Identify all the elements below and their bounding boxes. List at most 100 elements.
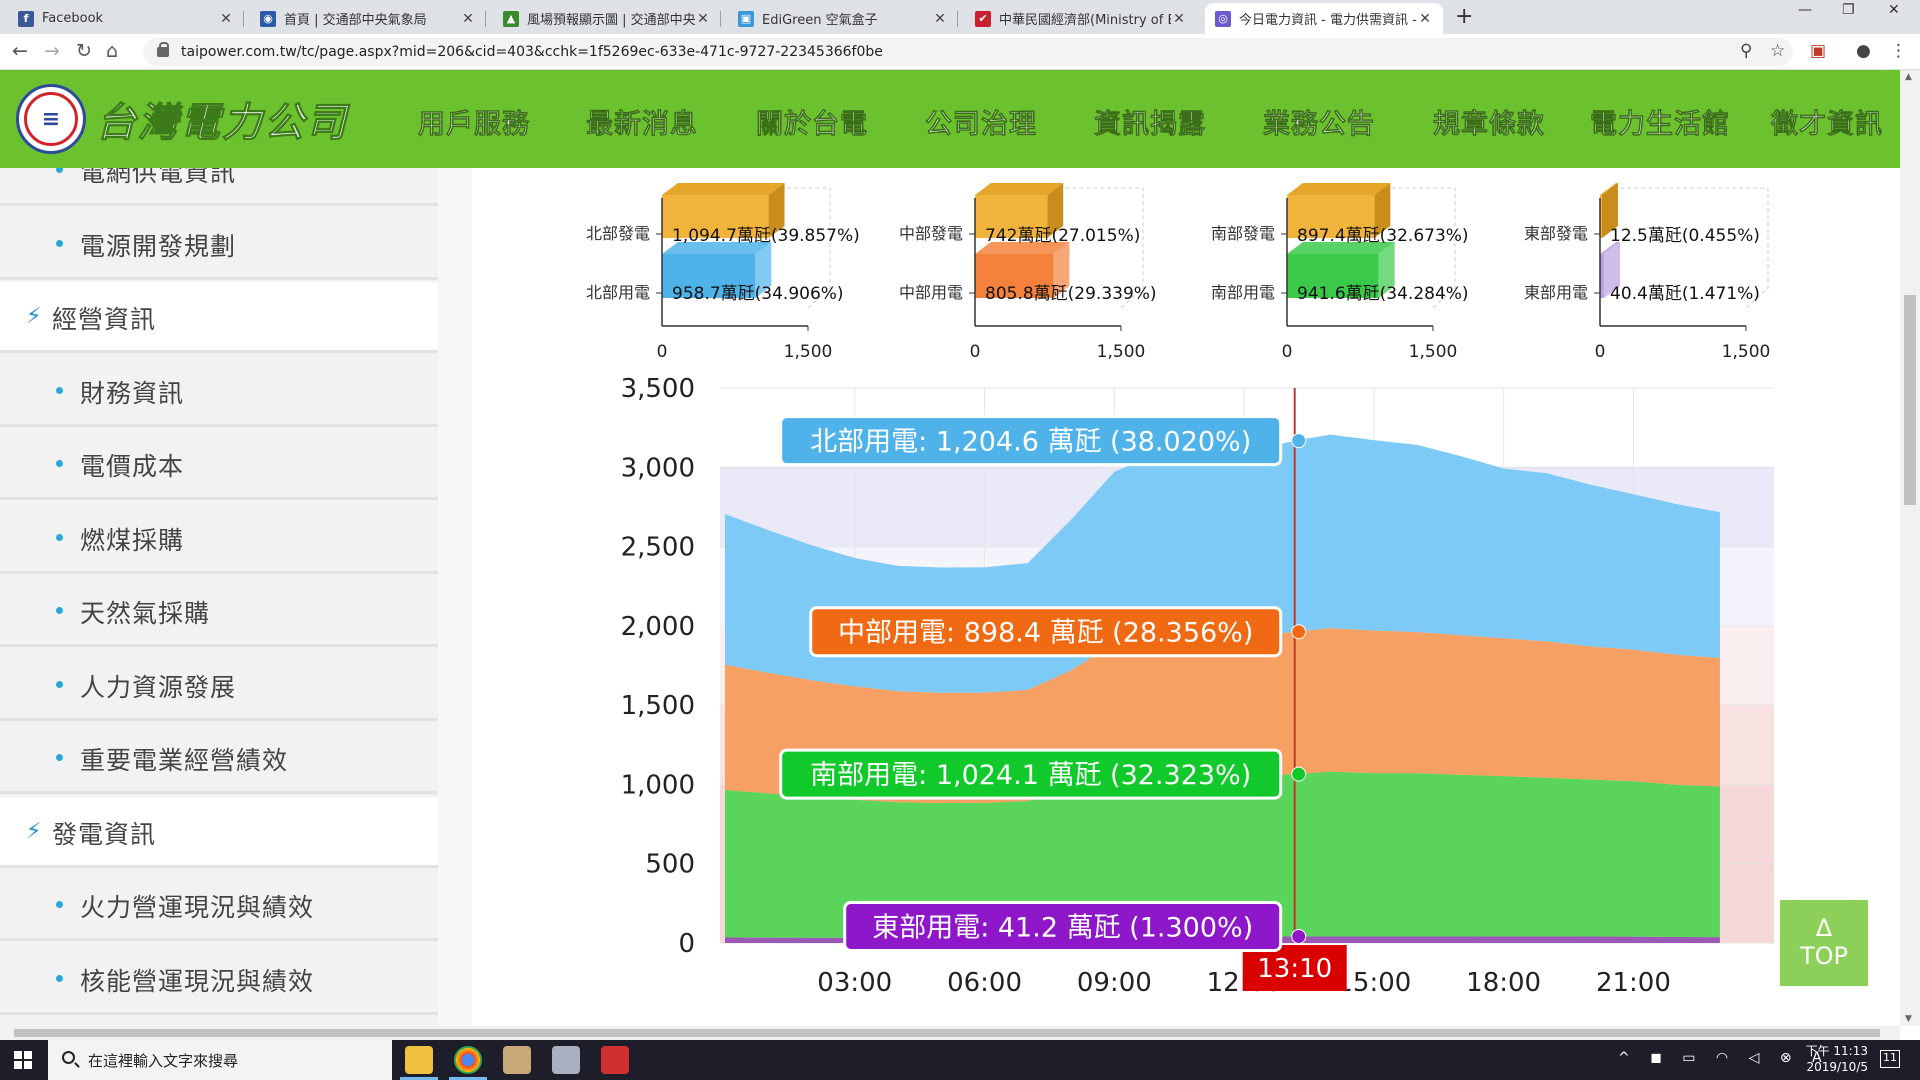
use-bar-side xyxy=(1603,242,1620,298)
use-bar-top xyxy=(1287,242,1395,254)
scroll-up-icon[interactable]: ▲ xyxy=(1905,72,1912,82)
minimize-icon[interactable]: — xyxy=(1798,2,1812,18)
app-icon-3[interactable] xyxy=(601,1046,629,1074)
sidebar-item[interactable]: 人力資源發展 xyxy=(0,649,438,721)
sidebar-item[interactable]: 核能營運現況與績效 xyxy=(0,943,438,1015)
zoom-icon[interactable]: ⚲ xyxy=(1740,41,1753,61)
menu-dots-icon[interactable]: ⋮ xyxy=(1890,41,1907,61)
sidebar-item[interactable]: 火力營運現況與績效 xyxy=(0,870,438,941)
back-to-top-button[interactable]: Δ TOP xyxy=(1780,900,1868,986)
sidebar-item[interactable]: 電源開發規劃 xyxy=(0,208,438,280)
tab-close-icon[interactable]: ✕ xyxy=(1173,10,1185,27)
vertical-scrollbar[interactable]: ▲ ▼ xyxy=(1900,70,1920,1026)
home-icon[interactable]: ⌂ xyxy=(106,40,119,62)
regional-tick-label: 1,500 xyxy=(784,342,833,362)
sidebar-item[interactable]: 天然氣採購 xyxy=(0,576,438,647)
tab-favicon-icon: ◎ xyxy=(1215,10,1231,27)
profile-icon[interactable]: ● xyxy=(1856,41,1871,61)
browser-tab[interactable]: ✔ 中華民國經濟部(Ministry of Eco✕ xyxy=(965,3,1197,34)
windows-start-icon[interactable] xyxy=(14,1051,32,1069)
y-tick-label: 500 xyxy=(645,850,695,880)
sidebar-category[interactable]: ⚡ 發電資訊 xyxy=(0,796,438,868)
regional-tick-label: 1,500 xyxy=(1722,342,1771,362)
browser-tab[interactable]: ▲ 風場預報顯示圖 | 交通部中央氣象✕ xyxy=(493,3,721,34)
browser-tab[interactable]: ◎ 今日電力資訊 - 電力供需資訊 - 台 ✕ xyxy=(1205,3,1443,34)
app-icon-1[interactable] xyxy=(503,1046,531,1074)
browser-tab[interactable]: f Facebook ✕ xyxy=(8,3,244,34)
file-explorer-icon[interactable] xyxy=(405,1046,433,1074)
clock[interactable]: 下午 11:13 2019/10/5 xyxy=(1788,1043,1868,1075)
notification-icon[interactable]: 11 xyxy=(1880,1050,1900,1068)
grid-line xyxy=(661,187,831,309)
new-tab-button[interactable]: + xyxy=(1455,4,1474,29)
tab-favicon-icon: ▲ xyxy=(503,10,519,27)
menu-item[interactable]: 業務公告 xyxy=(1263,109,1375,141)
sidebar-item[interactable]: 重要電業經營績效 xyxy=(0,723,438,794)
taskbar-search-box[interactable]: 在這裡輸入文字來搜尋 xyxy=(48,1040,392,1080)
y-tick-label: 1,000 xyxy=(621,770,695,800)
use-bar-side xyxy=(1378,242,1395,298)
menu-item[interactable]: 資訊揭露 xyxy=(1094,109,1206,141)
hscroll-thumb[interactable] xyxy=(14,1029,1880,1037)
extension-icon[interactable]: ▣ xyxy=(1810,41,1827,61)
menu-item[interactable]: 徵才資訊 xyxy=(1771,109,1883,141)
tab-close-icon[interactable]: ✕ xyxy=(697,10,709,27)
menu-item[interactable]: 用戶服務 xyxy=(418,109,530,141)
tab-favicon-icon: f xyxy=(18,10,34,27)
sidebar-item[interactable]: 財務資訊 xyxy=(0,355,438,427)
tab-title: 風場預報顯示圖 | 交通部中央氣象 xyxy=(527,13,695,28)
use-value: 958.7萬瓩(34.906%) xyxy=(672,284,844,304)
bullet-icon xyxy=(56,901,63,908)
use-label: 東部用電 xyxy=(1524,283,1588,302)
reload-icon[interactable]: ↻ xyxy=(76,40,92,62)
tab-favicon-icon: ▣ xyxy=(738,10,754,27)
maximize-icon[interactable]: ❐ xyxy=(1842,2,1855,18)
gen-bar-side xyxy=(1602,183,1618,238)
tooltip-marker xyxy=(1291,624,1307,640)
sidebar-item[interactable]: 燃煤採購 xyxy=(0,502,438,574)
menu-item[interactable]: 規章條款 xyxy=(1433,109,1545,141)
menu-item[interactable]: 最新消息 xyxy=(586,109,698,141)
forward-icon[interactable]: → xyxy=(44,40,60,62)
system-tray-icons[interactable]: ^ ◼ ▭ ◠ ◁ ⊗ A xyxy=(1618,1050,1830,1066)
use-label: 中部用電 xyxy=(899,283,963,302)
bullet-icon xyxy=(56,168,63,173)
tab-favicon-icon: ◉ xyxy=(260,10,276,27)
site-logo[interactable]: ≡ 台灣電力公司 xyxy=(16,84,348,154)
menu-item[interactable]: 公司治理 xyxy=(925,109,1037,141)
regional-tick-label: 1,500 xyxy=(1409,342,1458,362)
sidebar-label: 發電資訊 xyxy=(52,819,157,849)
browser-tab[interactable]: ▣ EdiGreen 空氣盒子 ✕ xyxy=(728,3,958,34)
gen-bar xyxy=(1600,195,1602,238)
x-tick-label: 18:00 xyxy=(1466,968,1541,998)
menu-item[interactable]: 電力生活館 xyxy=(1590,109,1730,141)
scroll-thumb[interactable] xyxy=(1904,295,1916,505)
sidebar-item[interactable]: 電網供電資訊 xyxy=(0,168,438,206)
sidebar-gutter xyxy=(438,168,472,1026)
use-value: 805.8萬瓩(29.339%) xyxy=(985,284,1157,304)
use-value: 40.4萬瓩(1.471%) xyxy=(1610,284,1760,304)
scroll-down-icon[interactable]: ▼ xyxy=(1905,1014,1912,1024)
tab-close-icon[interactable]: ✕ xyxy=(1419,10,1431,27)
tab-title: EdiGreen 空氣盒子 xyxy=(762,13,878,28)
tab-close-icon[interactable]: ✕ xyxy=(220,10,232,27)
taskbar-search-placeholder: 在這裡輸入文字來搜尋 xyxy=(88,1051,239,1070)
app-icon-2[interactable] xyxy=(552,1046,580,1074)
back-icon[interactable]: ← xyxy=(12,40,28,62)
chrome-icon[interactable] xyxy=(454,1046,482,1074)
tab-close-icon[interactable]: ✕ xyxy=(934,10,946,27)
use-bar xyxy=(1287,254,1379,298)
horizontal-scrollbar[interactable] xyxy=(0,1026,1900,1040)
tab-title: 首頁 | 交通部中央氣象局 xyxy=(284,13,427,28)
browser-tab[interactable]: ◉ 首頁 | 交通部中央氣象局 ✕ xyxy=(250,3,486,34)
tab-close-icon[interactable]: ✕ xyxy=(462,10,474,27)
sidebar-item[interactable]: 電價成本 xyxy=(0,429,438,500)
bookmark-star-icon[interactable]: ☆ xyxy=(1770,41,1786,61)
sidebar-category[interactable]: ⚡ 經營資訊 xyxy=(0,282,438,353)
tooltip: 東部用電: 41.2 萬瓩 (1.300%) xyxy=(843,900,1307,952)
url-input[interactable]: taipower.com.tw/tc/page.aspx?mid=206&cid… xyxy=(143,38,1793,66)
menu-item[interactable]: 關於台電 xyxy=(756,109,868,141)
main-content: 北部發電 北部用電 1,094.7萬瓩(39.857%) 958.7萬瓩(34.906… xyxy=(472,168,1900,1026)
close-window-icon[interactable]: ✕ xyxy=(1888,2,1900,18)
